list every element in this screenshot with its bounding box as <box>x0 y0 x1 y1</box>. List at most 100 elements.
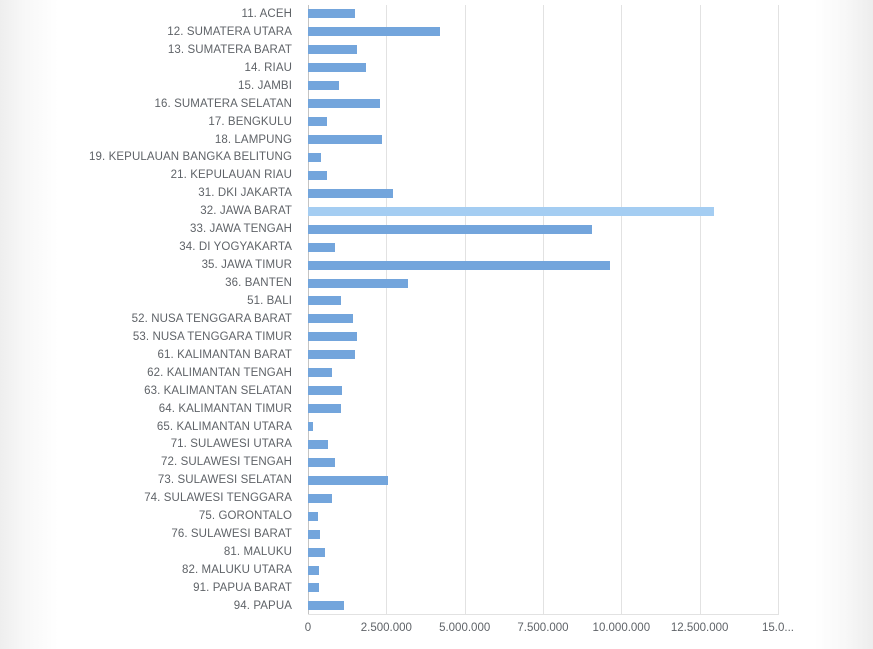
category-label: 81. MALUKU <box>223 546 292 559</box>
bar[interactable] <box>308 332 357 342</box>
value-tick-label: 2.500.000 <box>360 622 412 634</box>
bar[interactable] <box>308 188 393 198</box>
category-label: 73. SULAWESI SELATAN <box>157 474 292 487</box>
bar[interactable] <box>308 350 355 360</box>
bar[interactable] <box>308 314 354 324</box>
bar[interactable] <box>308 368 332 378</box>
bar-row <box>308 543 778 561</box>
bar-row <box>308 400 778 418</box>
category-label: 35. JAWA TIMUR <box>201 259 292 272</box>
value-tick-label: 12.500.000 <box>670 622 729 634</box>
category-label: 64. KALIMANTAN TIMUR <box>158 402 292 415</box>
category-label: 91. PAPUA BARAT <box>193 581 292 594</box>
category-label: 61. KALIMANTAN BARAT <box>157 348 292 361</box>
category-label: 62. KALIMANTAN TENGAH <box>147 366 292 379</box>
bar-row <box>308 59 778 77</box>
bar-row <box>308 489 778 507</box>
category-label: 71. SULAWESI UTARA <box>170 438 292 451</box>
bar[interactable] <box>308 296 341 306</box>
category-label: 33. JAWA TENGAH <box>189 223 292 236</box>
bar[interactable] <box>308 152 321 162</box>
bar-row <box>308 561 778 579</box>
bar-row <box>308 5 778 23</box>
bar[interactable] <box>308 63 366 73</box>
category-label: 31. DKI JAKARTA <box>198 187 292 200</box>
bar[interactable] <box>308 170 327 180</box>
bar[interactable] <box>308 547 326 557</box>
bar[interactable] <box>308 135 382 145</box>
category-label: 53. NUSA TENGGARA TIMUR <box>132 330 292 343</box>
bar-row <box>308 41 778 59</box>
bar[interactable] <box>308 601 345 611</box>
bar[interactable] <box>308 81 340 91</box>
bar[interactable] <box>308 583 319 593</box>
bar-row <box>308 274 778 292</box>
bar-row <box>308 310 778 328</box>
category-label: 72. SULAWESI TENGAH <box>161 456 292 469</box>
bar-row <box>308 346 778 364</box>
bar-row <box>308 220 778 238</box>
gridline <box>464 5 466 615</box>
bar[interactable] <box>308 45 357 55</box>
bar[interactable] <box>308 224 592 234</box>
bar-series <box>308 5 778 615</box>
bar[interactable] <box>308 386 343 396</box>
category-label: 75. GORONTALO <box>198 510 292 523</box>
bar-row <box>308 149 778 167</box>
bar[interactable] <box>308 206 714 216</box>
bar-row <box>308 113 778 131</box>
gridline <box>621 5 623 615</box>
bar[interactable] <box>308 457 335 467</box>
category-label: 82. MALUKU UTARA <box>181 564 292 577</box>
gridline <box>778 5 779 615</box>
page-shadow-right <box>815 0 873 649</box>
category-label: 51. BALI <box>247 294 292 307</box>
bar-row <box>308 525 778 543</box>
category-label: 12. SUMATERA UTARA <box>167 25 292 38</box>
value-axis-line <box>308 5 309 615</box>
bar[interactable] <box>308 242 335 252</box>
category-label: 17. BENGKULU <box>208 115 292 128</box>
bar-row <box>308 436 778 454</box>
bar-row <box>308 382 778 400</box>
bar-row <box>308 579 778 597</box>
value-axis-labels: 0 2.500.000 5.000.000 7.500.000 10.000.000 12… <box>0 622 873 642</box>
bar[interactable] <box>308 439 329 449</box>
bar-row <box>308 292 778 310</box>
bar[interactable] <box>308 9 355 19</box>
category-label: 11. ACEH <box>241 7 292 20</box>
value-tick-label: 15.0... <box>762 622 794 634</box>
chart-baseline <box>308 614 778 615</box>
category-label: 74. SULAWESI TENGGARA <box>144 492 292 505</box>
bar[interactable] <box>308 260 611 270</box>
category-axis-labels: 11. ACEH 12. SUMATERA UTARA 13. SUMATERA B… <box>0 5 300 615</box>
bar[interactable] <box>308 27 440 37</box>
bar-row <box>308 507 778 525</box>
bar[interactable] <box>308 493 332 503</box>
bar-row <box>308 597 778 615</box>
category-label: 52. NUSA TENGGARA BARAT <box>131 312 292 325</box>
bar[interactable] <box>308 422 313 432</box>
bar[interactable] <box>308 117 327 127</box>
bar-row <box>308 238 778 256</box>
bar[interactable] <box>308 529 320 539</box>
bar-row <box>308 453 778 471</box>
bar-row <box>308 364 778 382</box>
category-label: 94. PAPUA <box>233 599 292 612</box>
gridline <box>699 5 701 615</box>
category-label: 16. SUMATERA SELATAN <box>154 97 292 110</box>
value-tick-label: 10.000.000 <box>592 622 651 634</box>
bar-row <box>308 202 778 220</box>
bar-row <box>308 256 778 274</box>
bar[interactable] <box>308 565 320 575</box>
bar[interactable] <box>308 475 388 485</box>
bar[interactable] <box>308 404 341 414</box>
category-label: 14. RIAU <box>244 61 292 74</box>
value-tick-label: 0 <box>304 622 312 634</box>
bar[interactable] <box>308 511 319 521</box>
bar-row <box>308 184 778 202</box>
bar-row <box>308 77 778 95</box>
bar[interactable] <box>308 99 381 109</box>
bar[interactable] <box>308 278 409 288</box>
